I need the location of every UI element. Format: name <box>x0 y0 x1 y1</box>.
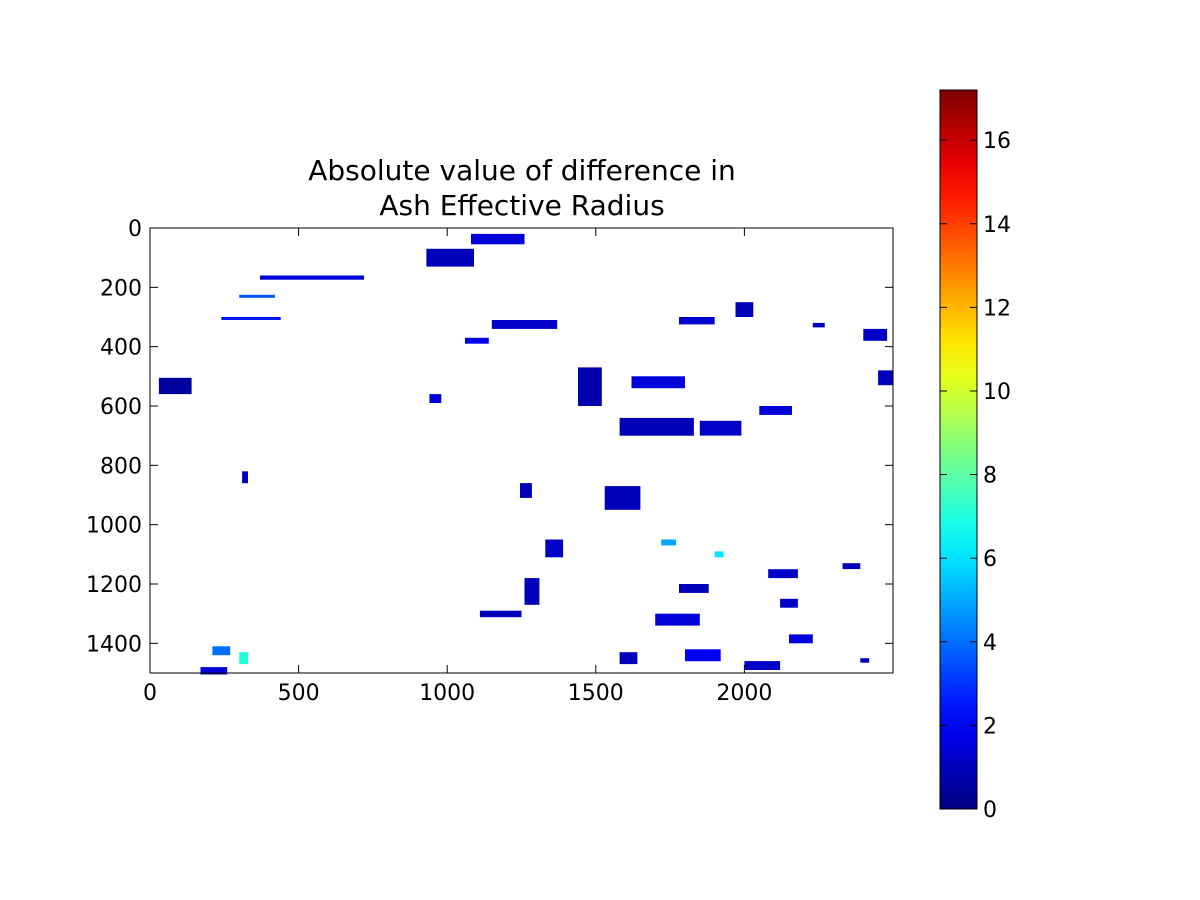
heatmap-cell <box>619 417 694 436</box>
colorbar-tick-label: 2 <box>983 714 997 739</box>
x-axis-ticks: 0 500 1000 1500 2000 <box>143 228 772 706</box>
y-tick-label: 400 <box>100 336 142 361</box>
heatmap-cell <box>685 649 721 662</box>
y-tick-label: 0 <box>128 217 142 242</box>
heatmap-cell <box>471 233 525 245</box>
chart-title-line-2: Ash Effective Radius <box>379 189 664 222</box>
heatmap-cell <box>426 248 474 267</box>
x-tick-label: 500 <box>278 681 320 706</box>
heatmap-cell <box>744 661 781 670</box>
colorbar-tick-label: 4 <box>983 631 997 656</box>
heatmap-cell <box>242 471 248 484</box>
heatmap-cell <box>239 652 249 665</box>
colorbar-tick-label: 0 <box>983 798 997 823</box>
heatmap-cell <box>878 370 893 386</box>
heatmap-cell <box>619 652 638 665</box>
heatmap-cell <box>655 613 700 626</box>
heatmap-cell <box>465 337 489 344</box>
colorbar-frame <box>939 89 978 810</box>
heatmap-cell <box>239 294 275 298</box>
heatmap-cell <box>679 317 715 325</box>
y-tick-label: 1200 <box>86 573 142 598</box>
colorbar-gradient <box>940 90 977 809</box>
heatmap-cell <box>863 328 888 341</box>
heatmap-cell <box>578 367 602 406</box>
heatmap-cell <box>714 551 724 558</box>
heatmap-cell <box>429 394 442 403</box>
heatmap-cell <box>735 302 754 317</box>
heatmap-cell <box>789 634 813 644</box>
heatmap-cell <box>479 610 522 618</box>
y-tick-label: 1000 <box>86 514 142 539</box>
heatmap-cell <box>200 667 228 675</box>
heatmap-cell <box>221 317 281 320</box>
heatmap-cell <box>812 322 825 328</box>
plot-background <box>150 228 893 673</box>
y-tick-label: 1400 <box>86 632 142 657</box>
heatmap-cell <box>545 539 564 558</box>
heatmap-cell <box>212 646 231 656</box>
colorbar-tick-label: 14 <box>983 213 1011 238</box>
x-tick-label: 2000 <box>716 681 772 706</box>
colorbar-tick-label: 10 <box>983 380 1011 405</box>
heatmap-cell <box>631 376 685 389</box>
y-tick-label: 600 <box>100 395 142 420</box>
colorbar-tick-label: 12 <box>983 296 1011 321</box>
colorbar-tick-label: 16 <box>983 129 1011 154</box>
heatmap-cell <box>661 539 677 546</box>
plot-frame <box>149 227 894 674</box>
y-axis-ticks: 0 200 400 600 800 1000 1200 1400 <box>86 217 893 657</box>
chart-title-line-1: Absolute value of difference in <box>308 154 736 187</box>
heatmap-cell <box>491 320 558 329</box>
x-tick-label: 1000 <box>419 681 475 706</box>
heatmap-cell <box>158 377 192 395</box>
heatmap-cell <box>524 578 540 605</box>
heatmap-cell <box>679 584 709 593</box>
heatmap-cell <box>759 406 792 415</box>
colorbar-tick-label: 6 <box>983 547 997 572</box>
heatmap-cell <box>860 658 870 663</box>
heatmap-cells <box>158 233 893 675</box>
x-tick-label: 1500 <box>568 681 624 706</box>
colorbar-tick-label: 8 <box>983 464 997 489</box>
y-tick-label: 200 <box>100 276 142 301</box>
heatmap-cell <box>604 486 641 510</box>
colorbar: 0 2 4 6 8 10 12 14 16 <box>939 89 1011 823</box>
y-tick-label: 800 <box>100 454 142 479</box>
heatmap-cell <box>520 483 532 498</box>
heatmap-cell <box>768 569 798 579</box>
heatmap-cell <box>699 420 742 436</box>
x-tick-label: 0 <box>143 681 157 706</box>
heatmap-cell <box>780 598 798 608</box>
heatmap-cell <box>842 563 861 570</box>
heatmap-cell <box>260 275 364 280</box>
heatmap-plot-area: 0 500 1000 1500 2000 0 200 400 600 800 1000 1200 14… <box>86 217 894 706</box>
colorbar-ticks: 0 2 4 6 8 10 12 14 16 <box>940 129 1011 823</box>
